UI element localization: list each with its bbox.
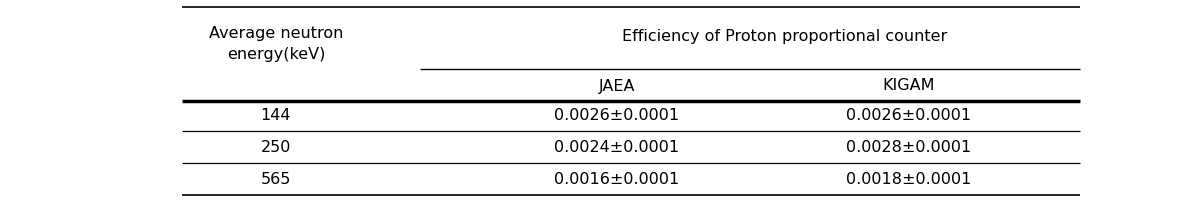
Text: 144: 144 <box>261 108 292 123</box>
Text: 565: 565 <box>261 171 292 186</box>
Text: energy(keV): energy(keV) <box>226 48 325 62</box>
Text: 0.0026±0.0001: 0.0026±0.0001 <box>846 108 971 123</box>
Text: Average neutron: Average neutron <box>208 26 343 41</box>
Text: 0.0016±0.0001: 0.0016±0.0001 <box>555 171 679 186</box>
Text: 0.0018±0.0001: 0.0018±0.0001 <box>846 171 971 186</box>
Text: 0.0024±0.0001: 0.0024±0.0001 <box>555 140 679 155</box>
Text: JAEA: JAEA <box>599 79 635 94</box>
Text: Efficiency of Proton proportional counter: Efficiency of Proton proportional counte… <box>621 28 947 43</box>
Text: 250: 250 <box>261 140 292 155</box>
Text: 0.0028±0.0001: 0.0028±0.0001 <box>846 140 971 155</box>
Text: 0.0026±0.0001: 0.0026±0.0001 <box>555 108 679 123</box>
Text: KIGAM: KIGAM <box>883 79 935 94</box>
